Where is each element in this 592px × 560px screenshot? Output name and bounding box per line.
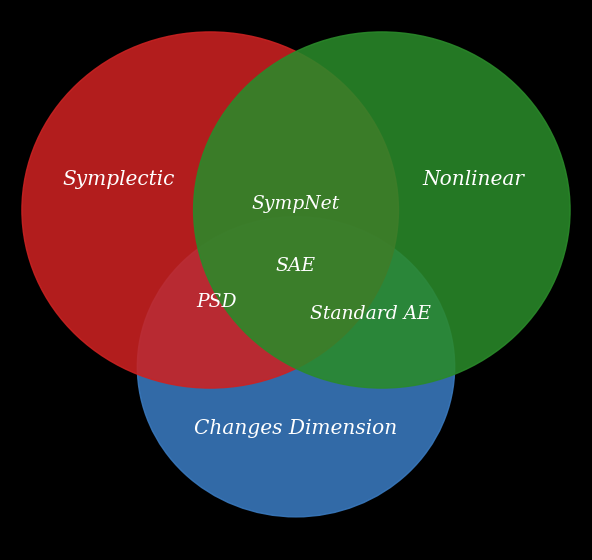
Text: Changes Dimension: Changes Dimension	[194, 419, 398, 438]
Text: Symplectic: Symplectic	[62, 170, 175, 189]
Text: Nonlinear: Nonlinear	[423, 170, 525, 189]
Text: Standard AE: Standard AE	[310, 305, 430, 323]
Text: SympNet: SympNet	[252, 195, 340, 213]
Text: SAE: SAE	[276, 257, 316, 275]
Circle shape	[137, 217, 455, 517]
Circle shape	[22, 32, 398, 388]
Circle shape	[194, 32, 570, 388]
Text: PSD: PSD	[196, 293, 236, 311]
